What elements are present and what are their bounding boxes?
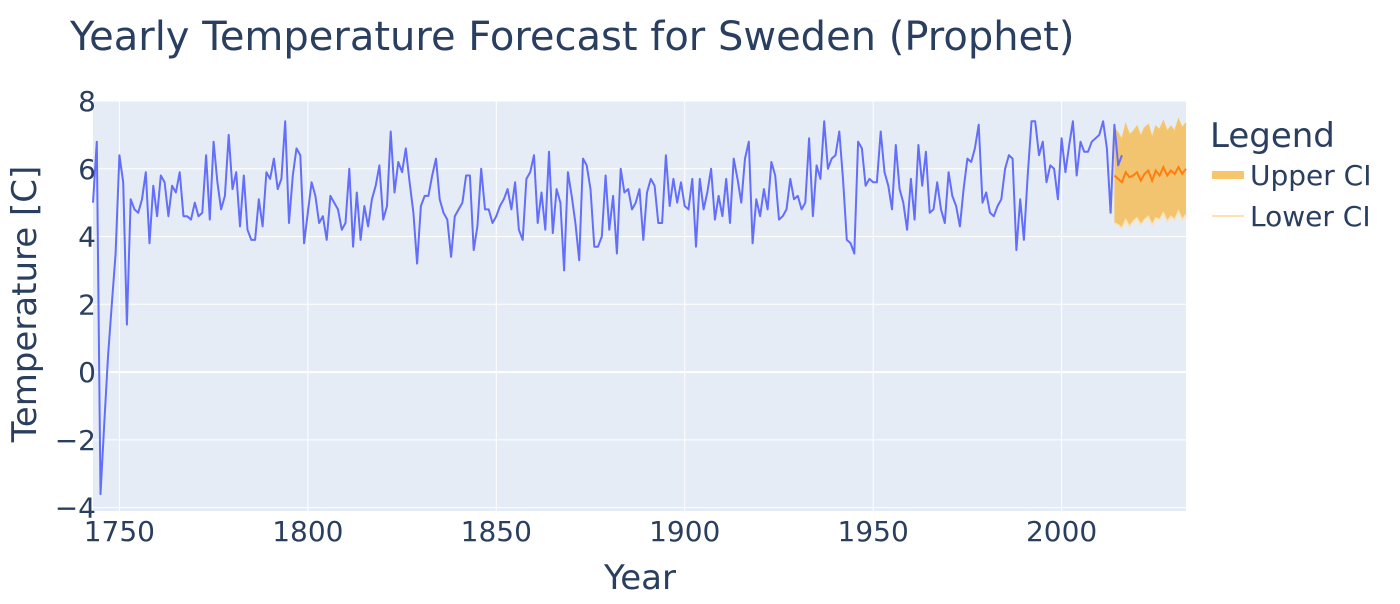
legend: Legend Upper CI Lower CI	[1210, 116, 1372, 233]
x-tick-label: 1950	[838, 515, 909, 548]
legend-item-lower-ci[interactable]: Lower CI	[1212, 200, 1371, 233]
y-tick-labels: −4 −2 0 2 4 6 8	[55, 85, 96, 525]
x-tick-label: 1800	[272, 515, 343, 548]
chart-title: Yearly Temperature Forecast for Sweden (…	[69, 14, 1074, 60]
legend-label-upper-ci: Upper CI	[1250, 159, 1372, 192]
y-tick-label: −2	[55, 424, 96, 457]
y-axis-label: Temperature [C]	[5, 166, 45, 443]
series-lines	[92, 117, 1187, 496]
y-tick-label: 0	[78, 356, 96, 389]
x-tick-label: 1750	[84, 515, 155, 548]
observed-temperature-line	[92, 120, 1123, 496]
y-tick-label: 8	[78, 85, 96, 118]
x-tick-label: 1850	[461, 515, 532, 548]
legend-title: Legend	[1210, 116, 1335, 156]
y-tick-label: 4	[78, 221, 96, 254]
x-tick-label: 2000	[1026, 515, 1097, 548]
x-axis-label: Year	[603, 558, 676, 598]
legend-item-upper-ci[interactable]: Upper CI	[1212, 159, 1372, 192]
lower-ci-line	[1114, 209, 1187, 230]
legend-label-lower-ci: Lower CI	[1250, 200, 1371, 233]
x-tick-label: 1900	[649, 515, 720, 548]
y-tick-label: 6	[78, 153, 96, 186]
forecast-line	[1113, 164, 1187, 185]
x-tick-labels: 1750 1800 1850 1900 1950 2000	[84, 515, 1098, 548]
y-tick-label: 2	[78, 288, 96, 321]
plot-background	[93, 101, 1186, 511]
y-tick-label: −4	[55, 492, 96, 525]
upper-ci-line	[1113, 117, 1187, 143]
